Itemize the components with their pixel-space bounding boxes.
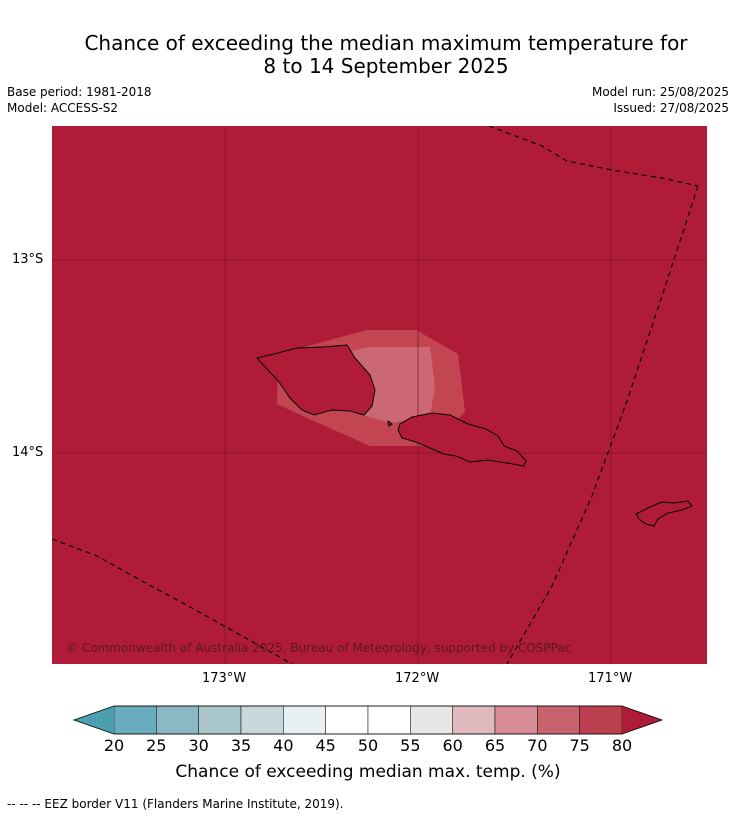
colorbar-label: Chance of exceeding median max. temp. (%… — [175, 762, 561, 782]
colorbar-cell — [452, 705, 496, 735]
colorbar-cell — [283, 705, 326, 735]
colorbar-tick-label: 70 — [527, 736, 548, 755]
colorbar-cell — [494, 705, 538, 735]
map-title-line1: Chance of exceeding the median maximum t… — [84, 31, 688, 55]
base-period: Base period: 1981-2018 — [7, 85, 152, 99]
colorbar — [72, 705, 664, 735]
issued-date: Issued: 27/08/2025 — [613, 101, 729, 115]
lon-label-173w: 173°W — [202, 671, 247, 686]
colorbar-tick-label: 50 — [357, 736, 379, 755]
upolu-island — [397, 412, 527, 467]
tutuila-island — [635, 500, 693, 527]
colorbar-cell — [367, 705, 411, 735]
map-title-line2: 8 to 14 September 2025 — [263, 54, 509, 78]
lat-label-14s: 14°S — [12, 445, 44, 460]
colorbar-cell — [240, 705, 284, 735]
colorbar-tick-label: 60 — [442, 736, 463, 755]
colorbar-cell — [325, 705, 369, 735]
model-name: Model: ACCESS-S2 — [7, 101, 119, 115]
colorbar-tick-label: 20 — [103, 736, 125, 755]
lon-label-172w: 172°W — [395, 671, 440, 686]
savaii-island — [256, 344, 376, 416]
eez-legend-note: -- -- -- EEZ border V11 (Flanders Marine… — [7, 797, 344, 811]
colorbar-tick-label: 65 — [484, 736, 506, 755]
lat-label-13s: 13°S — [12, 252, 44, 267]
lon-label-171w: 171°W — [588, 671, 633, 686]
colorbar-cell — [156, 705, 199, 735]
colorbar-cell — [198, 705, 242, 735]
map-panel: © Commonwealth of Australia 2025, Bureau… — [52, 126, 707, 664]
colorbar-tick-label: 45 — [315, 736, 336, 755]
colorbar-cell — [410, 705, 453, 735]
eez-border-southwest — [52, 538, 293, 664]
colorbar-tick-label: 75 — [569, 736, 590, 755]
graticule — [52, 126, 707, 664]
colorbar-cell — [537, 705, 580, 735]
model-run: Model run: 25/08/2025 — [591, 85, 729, 99]
colorbar-tick-label: 80 — [611, 736, 633, 755]
colorbar-tick-label: 30 — [188, 736, 209, 755]
map-canvas — [52, 126, 707, 664]
islands — [256, 344, 693, 527]
colorbar-cell — [579, 705, 623, 735]
colorbar-cells — [113, 705, 623, 735]
colorbar-tick-label: 40 — [273, 736, 294, 755]
colorbar-cell — [113, 705, 157, 735]
eez-border-north — [488, 126, 699, 187]
colorbar-outline — [72, 705, 664, 735]
eez-border — [52, 126, 699, 664]
colorbar-tick-label: 55 — [400, 736, 421, 755]
eez-border-east — [506, 185, 699, 664]
colorbar-tick-label: 35 — [230, 736, 252, 755]
colorbar-lower-extension — [74, 706, 114, 734]
copyright-notice: © Commonwealth of Australia 2025, Bureau… — [66, 641, 572, 655]
colorbar-upper-extension — [622, 706, 662, 734]
manono-islet — [387, 419, 393, 427]
colorbar-tick-label: 25 — [146, 736, 167, 755]
